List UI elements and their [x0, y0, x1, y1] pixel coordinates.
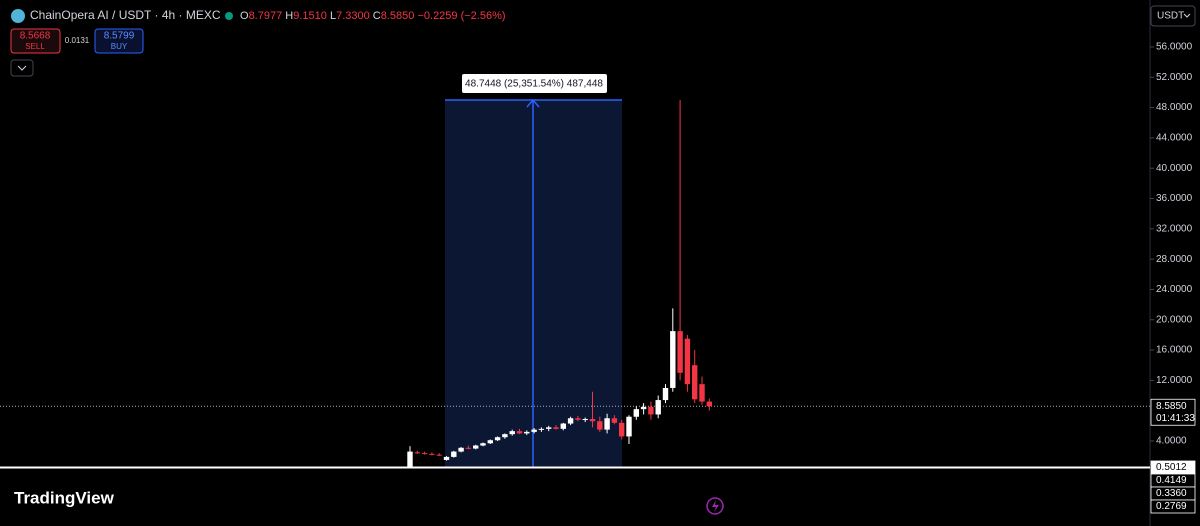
candle-body: [553, 427, 559, 429]
value: 8.7977: [249, 10, 283, 22]
candle-body: [575, 418, 581, 420]
symbol-icon: [11, 9, 25, 23]
y-tick-label: 56.0000: [1156, 42, 1193, 53]
spread: 0.0131: [65, 36, 90, 45]
price-label: 0.2769: [1156, 501, 1187, 512]
y-tick-label: 20.0000: [1156, 314, 1193, 325]
price-label: 0.3360: [1156, 488, 1187, 499]
currency: USDT: [1157, 11, 1184, 22]
ohlc: O8.7977 H9.1510 L7.3300 C8.5850 −0.2259 …: [240, 10, 506, 22]
candle-body: [473, 445, 479, 449]
currency-button[interactable]: [1150, 5, 1196, 27]
buy-label: BUY: [111, 42, 128, 51]
candle-body: [502, 434, 508, 438]
candle-body: [582, 419, 588, 421]
candle-body: [699, 384, 705, 402]
y-tick-label: 32.0000: [1156, 223, 1193, 234]
candle-body: [684, 338, 691, 385]
label: O: [240, 10, 249, 22]
last-price-box: [1150, 398, 1196, 426]
price-label: 0.5012: [1156, 462, 1187, 473]
candle-body: [611, 418, 618, 423]
chevron: [1183, 13, 1191, 18]
value: 9.1510: [293, 10, 327, 22]
candle-body: [480, 443, 486, 446]
chevron: [17, 65, 27, 71]
label: C: [373, 10, 381, 22]
candle-body: [465, 447, 472, 449]
candle-body: [538, 428, 545, 430]
candle-body: [670, 331, 676, 388]
candle-body: [692, 365, 698, 400]
candle-body: [626, 416, 632, 437]
candle-body: [421, 453, 428, 455]
label: L: [330, 10, 336, 22]
candle-body: [662, 387, 669, 401]
candle-body: [509, 431, 515, 435]
brand: TradingView: [14, 488, 115, 507]
candle-body: [494, 437, 501, 441]
candle-body: [407, 451, 413, 467]
sell-price: 8.5668: [20, 31, 51, 42]
candle-body: [414, 452, 420, 454]
buy-price: 8.5799: [104, 31, 135, 42]
candle-body: [451, 451, 457, 457]
arrow-head: [526, 98, 540, 108]
candle-body: [546, 427, 552, 429]
candle-body: [619, 422, 625, 437]
measure-label-box: [462, 74, 607, 93]
candle-body: [516, 431, 523, 434]
label: H: [285, 10, 293, 22]
value: 7.3300: [336, 10, 370, 22]
candle-body: [648, 406, 654, 415]
candle-body: [633, 409, 639, 417]
value: 8.5850: [381, 10, 415, 22]
change: −0.2259 (−2.56%): [417, 10, 505, 22]
candle-body: [589, 419, 596, 422]
sell-label: SELL: [25, 42, 45, 51]
price-label-box: [1150, 499, 1196, 514]
measure-label: 48.7448 (25,351.54%) 487,448: [465, 79, 603, 90]
candle-body: [640, 406, 647, 410]
candle-body: [487, 440, 493, 444]
y-tick-label: 4.0000: [1156, 436, 1187, 447]
candle-body: [567, 418, 574, 424]
y-tick-label: 12.0000: [1156, 375, 1193, 386]
countdown: 01:41:33: [1156, 413, 1195, 424]
lightning-icon[interactable]: [706, 497, 724, 515]
collapse-button[interactable]: [10, 59, 34, 77]
candle-body: [677, 331, 683, 373]
y-tick-label: 40.0000: [1156, 163, 1193, 174]
candle-body: [655, 400, 661, 415]
candle-body: [531, 429, 537, 432]
candle-body: [443, 456, 450, 460]
y-tick-label: 36.0000: [1156, 193, 1193, 204]
candle-body: [706, 401, 712, 407]
candle-body: [604, 418, 610, 430]
sell-button[interactable]: [10, 28, 61, 54]
price-label: 0.4149: [1156, 475, 1187, 486]
candle-body: [597, 421, 603, 430]
last-price-label: 8.5850: [1156, 401, 1187, 412]
lightning: [712, 500, 719, 512]
candle-body: [560, 423, 566, 429]
y-tick-label: 28.0000: [1156, 254, 1193, 265]
candle-body: [436, 454, 442, 456]
candle-body: [458, 447, 464, 452]
buy-button[interactable]: [94, 28, 144, 54]
y-tick-label: 52.0000: [1156, 72, 1193, 83]
candle-body: [524, 431, 530, 434]
y-tick-label: 44.0000: [1156, 133, 1193, 144]
status-dot: [225, 12, 233, 20]
symbol[interactable]: ChainOpera AI / USDT · 4h · MEXC: [30, 8, 221, 22]
y-tick-label: 48.0000: [1156, 102, 1193, 113]
y-tick-label: 16.0000: [1156, 345, 1193, 356]
candle-body: [429, 453, 435, 455]
y-tick-label: 24.0000: [1156, 284, 1193, 295]
